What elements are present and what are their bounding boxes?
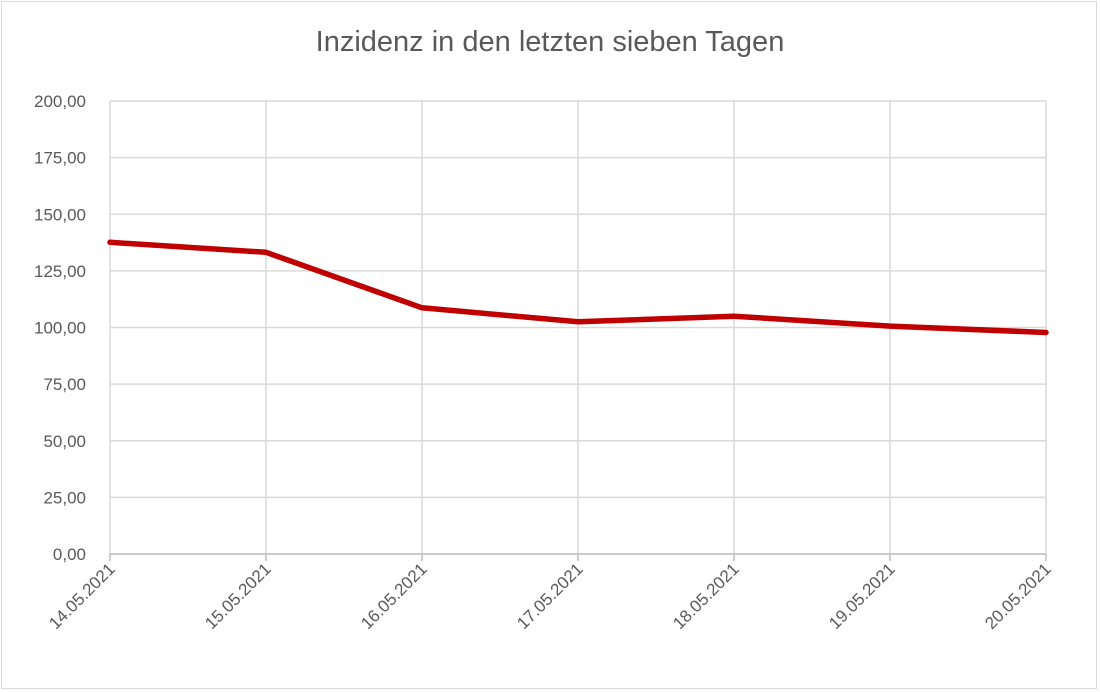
x-tick-label: 20.05.2021 bbox=[981, 559, 1055, 633]
x-tick-label: 15.05.2021 bbox=[201, 559, 275, 633]
y-tick-label: 0,00 bbox=[53, 545, 86, 564]
x-tick-label: 19.05.2021 bbox=[825, 559, 899, 633]
chart-title: Inzidenz in den letzten sieben Tagen bbox=[315, 26, 785, 58]
x-tick-label: 14.05.2021 bbox=[45, 559, 119, 633]
series bbox=[107, 239, 1049, 336]
x-tick-label: 16.05.2021 bbox=[357, 559, 431, 633]
x-tick-label: 17.05.2021 bbox=[513, 559, 587, 633]
y-tick-label: 100,00 bbox=[34, 319, 86, 338]
y-axis: 0,00 25,00 50,00 75,00 100,00 125,00 150,00 175… bbox=[34, 92, 86, 564]
y-tick-label: 175,00 bbox=[34, 149, 86, 168]
x-axis: 14.05.2021 15.05.2021 16.05.2021 17.05.2021… bbox=[45, 553, 1055, 633]
y-tick-label: 200,00 bbox=[34, 92, 86, 111]
y-tick-label: 75,00 bbox=[43, 375, 86, 394]
y-tick-label: 50,00 bbox=[43, 432, 86, 451]
x-tick-label: 18.05.2021 bbox=[669, 559, 743, 633]
y-tick-label: 125,00 bbox=[34, 262, 86, 281]
y-tick-label: 150,00 bbox=[34, 205, 86, 224]
y-tick-label: 25,00 bbox=[43, 488, 86, 507]
